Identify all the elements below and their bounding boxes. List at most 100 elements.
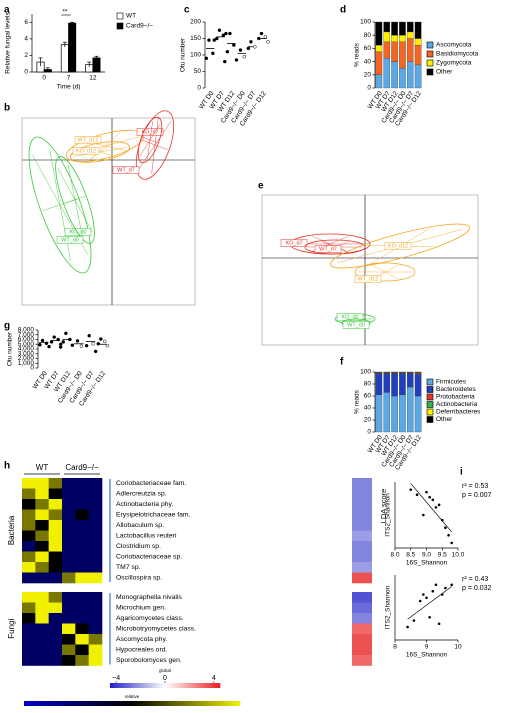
legend-swatch — [426, 393, 434, 401]
y-tick-label: 6 — [24, 19, 28, 26]
row-label: Adlercreutzia sp. — [116, 491, 167, 498]
y-axis-label: Relative fungal levels — [5, 12, 12, 74]
bar-segment — [414, 44, 422, 66]
y-tick-label: 2 — [24, 52, 28, 59]
heat-cell — [35, 634, 49, 645]
relative-colorbar-step — [117, 701, 122, 706]
colorbar-step — [214, 683, 218, 688]
colorbar-step — [203, 683, 207, 688]
legend-swatch — [426, 401, 434, 408]
bar — [68, 22, 77, 73]
legend-swatch — [426, 386, 434, 393]
row-label: Hypocreales ord. — [116, 647, 167, 654]
x-tick-label: 12 — [89, 75, 97, 82]
heat-cell — [22, 562, 36, 573]
bar-segment — [406, 386, 414, 433]
bar-segment — [391, 61, 398, 89]
point — [49, 340, 54, 344]
heat-cell — [75, 551, 89, 563]
relative-colorbar-step — [70, 701, 75, 706]
relative-colorbar-step — [160, 701, 165, 706]
group-ray — [142, 136, 151, 141]
heat-cell — [88, 655, 103, 666]
bar-segment — [406, 373, 414, 388]
annotation: ** — [62, 9, 68, 16]
y-tick-label: 40 — [364, 58, 372, 65]
point — [238, 48, 243, 52]
lda-cell — [352, 520, 372, 531]
group-label: KO_d0 — [69, 229, 86, 235]
y-tick-label: 60 — [364, 393, 372, 400]
y-tick-label: 3,000 — [18, 350, 35, 357]
y-tick-label: 4,000 — [18, 346, 35, 353]
heat-cell — [75, 541, 89, 552]
point — [409, 488, 413, 491]
heat-cell — [48, 655, 63, 666]
y-tick-label: 150 — [190, 35, 201, 42]
bar-segment — [399, 21, 406, 36]
point — [215, 36, 219, 41]
relative-colorbar-step — [218, 701, 223, 706]
heat-cell — [22, 520, 36, 531]
heat-cell — [75, 644, 89, 656]
heat-cell — [22, 613, 36, 624]
relative-colorbar-step — [168, 701, 172, 706]
heat-cell — [22, 572, 36, 584]
bar-segment — [391, 41, 398, 62]
x-tick-label: 9.0 — [422, 552, 431, 559]
colorbar-step — [187, 683, 191, 688]
relative-colorbar-step — [146, 701, 151, 706]
row-label: Microbotryomycetes class. — [116, 626, 196, 633]
group-ray — [139, 139, 151, 157]
heat-cell — [75, 488, 89, 500]
heat-cell — [75, 509, 89, 521]
heat-cell — [75, 613, 89, 624]
row-label: Oscillospira sp. — [116, 575, 162, 582]
relative-colorbar-step — [114, 701, 118, 706]
group-ray — [104, 132, 121, 147]
heat-cell — [48, 530, 63, 542]
colorbar-step — [121, 683, 125, 688]
point — [263, 35, 268, 39]
colorbar-step — [184, 683, 188, 688]
group-label-box — [74, 136, 102, 144]
heat-cell — [48, 634, 63, 645]
point — [61, 340, 66, 344]
y-tick-label: 100 — [190, 52, 201, 59]
annotation: r² = 0.53 — [462, 483, 488, 490]
relative-colorbar-step — [153, 701, 158, 706]
relative-colorbar-step — [178, 701, 183, 706]
heat-cell — [62, 613, 76, 624]
y-tick-label: 0 — [197, 85, 201, 92]
bar-segment — [383, 41, 391, 59]
colorbar-step — [209, 683, 213, 688]
group-label: WT_d7 — [117, 167, 135, 173]
group-label-box — [342, 321, 370, 329]
y-axis-label: ITS2_Shannon — [385, 585, 392, 629]
y-tick-label: 0 — [367, 85, 371, 92]
relative-colorbar-step — [99, 701, 104, 706]
heat-cell — [48, 478, 63, 489]
point — [434, 506, 438, 509]
heat-cell — [88, 509, 103, 521]
point — [75, 339, 80, 343]
relative-colorbar-step — [175, 701, 180, 706]
bar-segment — [383, 373, 391, 393]
group-label-box — [280, 239, 308, 247]
point — [422, 513, 425, 517]
row-label: Lactobacillus reuteri — [116, 533, 177, 540]
point — [425, 490, 428, 494]
point — [249, 40, 253, 44]
colorbar-tick-label: 0 — [163, 675, 167, 682]
heat-cell — [35, 488, 49, 500]
legend-label: Other — [436, 69, 453, 76]
row-label: TM7 sp. — [116, 564, 141, 571]
heat-cell — [88, 644, 103, 656]
plot-frame — [21, 117, 196, 306]
group-label: WT_d12 — [358, 276, 379, 282]
heat-cell — [88, 634, 103, 645]
point — [225, 49, 230, 54]
point — [207, 38, 211, 42]
group-label-box — [354, 275, 382, 283]
legend-label: Ascomycota — [436, 42, 472, 49]
